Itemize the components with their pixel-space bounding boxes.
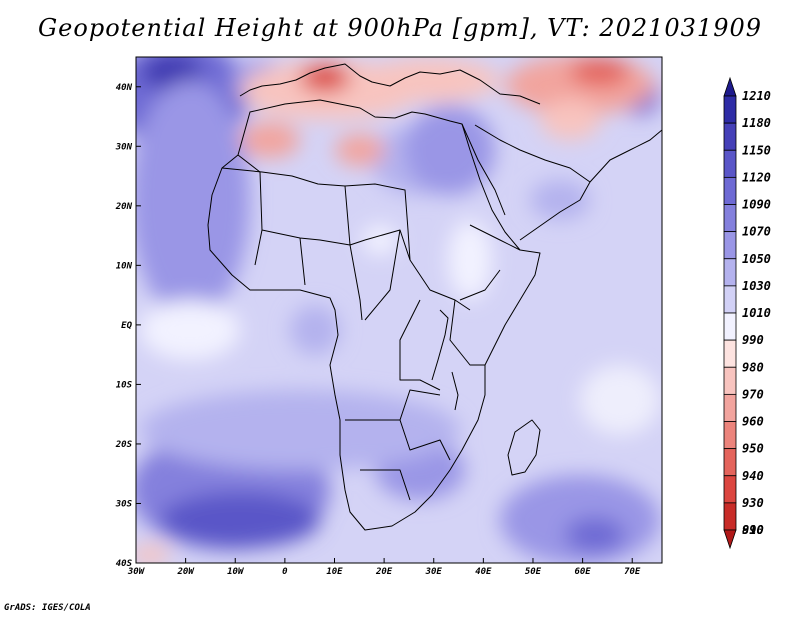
axis-labels: 30W 20W 10W 0 10E 20E 30E 40E 50E 60E 70E 40N 30N 20N… [115, 83, 641, 577]
lon-tick-label: 10E [326, 567, 343, 577]
colorbar-swatch [723, 502, 737, 531]
colorbar-swatch [723, 393, 737, 422]
colorbar-label: 1090 [742, 198, 771, 212]
colorbar-swatch [723, 149, 737, 178]
lat-tick-label: 20N [115, 202, 133, 212]
lon-tick-label: 30E [425, 567, 443, 577]
europe-coastline [239, 63, 541, 105]
colorbar-swatch [723, 312, 737, 341]
lon-tick-label: 0 [282, 567, 288, 577]
lon-tick-label: 50E [525, 567, 542, 577]
colorbar-label: 910 [742, 523, 764, 537]
colorbar-swatch [723, 366, 737, 395]
colorbar-swatch [723, 339, 737, 368]
plot-frame [135, 56, 663, 564]
border-southern-africa [345, 389, 451, 501]
colorbar-label: 1120 [742, 170, 771, 184]
lat-tick-label: 30N [115, 142, 133, 152]
lat-tick-label: 10S [116, 380, 133, 390]
colorbar-label: 980 [742, 360, 764, 374]
axis-ticks [135, 86, 633, 564]
africa-coastline [207, 99, 541, 531]
colorbar-swatch [723, 258, 737, 287]
coastlines [207, 63, 662, 531]
lat-tick-label: 10N [116, 261, 133, 271]
colorbar: 1210 1180 1150 1120 1090 1070 1050 1030 1010 990 9… [723, 76, 771, 550]
asia-coastline [589, 129, 662, 183]
colorbar-label: 970 [742, 387, 764, 401]
colorbar-swatch [723, 475, 737, 504]
colorbar-label: 1070 [742, 225, 771, 239]
madagascar-coastline [507, 419, 541, 476]
colorbar-label: 1030 [742, 279, 771, 293]
colorbar-label: 890 [742, 523, 764, 537]
red-sea [461, 123, 506, 216]
colorbar-label: 960 [742, 415, 764, 429]
border-west-africa [237, 154, 366, 321]
lon-tick-label: 60E [574, 567, 591, 577]
colorbar-label: 1010 [742, 306, 771, 320]
lat-tick-label: 30S [115, 499, 133, 509]
lat-tick-label: 40N [116, 83, 133, 93]
colorbar-swatch [723, 285, 737, 314]
colorbar-label: 1180 [742, 116, 771, 130]
lat-tick-label: 40S [116, 559, 133, 569]
colorbar-swatch [723, 421, 737, 450]
colorbar-swatch [723, 204, 737, 233]
lon-tick-label: 70E [624, 567, 641, 577]
map-title: Geopotential Height at 900hPa [gpm], VT:… [38, 14, 762, 42]
colorbar-label: 1050 [742, 252, 771, 266]
credit-label: GrADS: IGES/COLA [4, 603, 91, 613]
lon-tick-label: 20E [375, 567, 393, 577]
colorbar-swatch [723, 448, 737, 477]
lakes [431, 309, 459, 411]
colorbar-label: 930 [742, 496, 764, 510]
lon-tick-label: 40E [475, 567, 492, 577]
colorbar-label: 1150 [742, 143, 771, 157]
colorbar-swatch [723, 95, 737, 124]
border-east-africa [449, 224, 521, 366]
lat-tick-label: 20S [115, 440, 133, 450]
colorbar-label: 1210 [742, 89, 771, 103]
lon-tick-label: 20W [176, 567, 195, 577]
lon-tick-label: 10W [227, 567, 245, 577]
colorbar-swatch [723, 176, 737, 205]
colorbar-swatch [723, 231, 737, 260]
colorbar-top-arrow [723, 76, 737, 97]
arabia-coastline [474, 124, 591, 241]
colorbar-label: 990 [742, 333, 764, 347]
lon-tick-label: 30W [127, 567, 146, 577]
height-field [136, 57, 662, 563]
colorbar-label: 940 [742, 469, 764, 483]
colorbar-swatch [723, 122, 737, 151]
border-central-africa [364, 229, 471, 391]
lat-tick-label: EQ [121, 321, 132, 331]
colorbar-bottom-arrow [723, 529, 737, 550]
colorbar-label: 950 [742, 442, 764, 456]
